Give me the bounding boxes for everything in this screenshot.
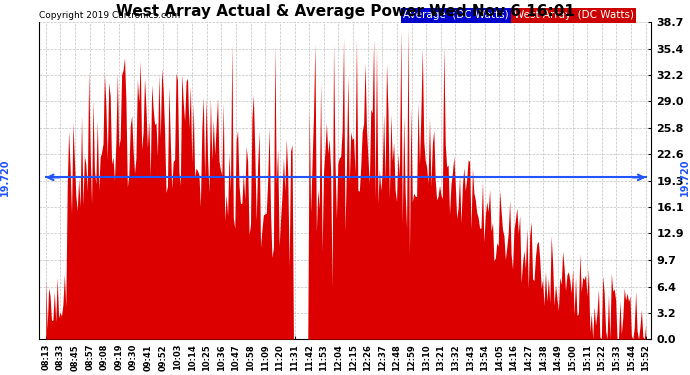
Text: 19.720: 19.720	[680, 159, 690, 196]
Text: Copyright 2019 Cartronics.com: Copyright 2019 Cartronics.com	[39, 11, 180, 20]
Text: Average  (DC Watts): Average (DC Watts)	[403, 10, 509, 20]
Title: West Array Actual & Average Power Wed Nov 6 16:01: West Array Actual & Average Power Wed No…	[115, 4, 575, 19]
Text: West Array  (DC Watts): West Array (DC Watts)	[513, 10, 633, 20]
Text: 19.720: 19.720	[0, 159, 10, 196]
